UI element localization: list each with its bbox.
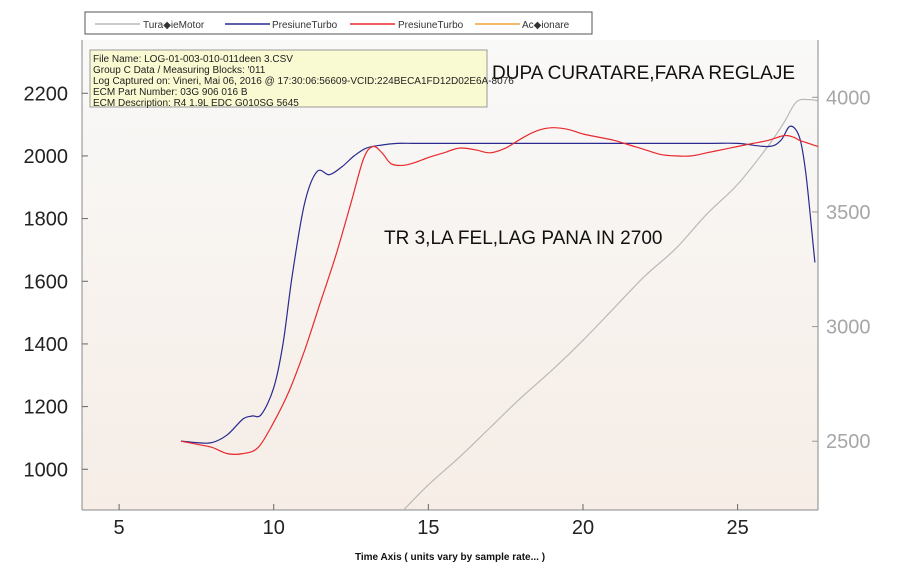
- info-line-group: Group C Data / Measuring Blocks: '011: [93, 65, 266, 76]
- series-line-presiune-turbo-red: [180, 127, 818, 455]
- legend-label-presiune-blue: PresiuneTurbo: [272, 20, 338, 31]
- right-tick-label: 4000: [826, 87, 871, 109]
- x-axis-label: Time Axis ( units vary by sample rate...…: [355, 552, 545, 563]
- left-tick-label: 1600: [24, 271, 69, 293]
- series-line-presiune-turbo-blue: [180, 125, 816, 444]
- left-tick-label: 2000: [24, 146, 69, 168]
- legend-box: [84, 11, 593, 35]
- info-line-file-name: File Name: LOG-01-003-010-011deen 3.CSV: [93, 54, 293, 65]
- legend: Tura◆ieMotor PresiuneTurbo PresiuneTurbo…: [84, 11, 593, 35]
- x-tick-label: 25: [726, 517, 748, 539]
- legend-label-actionare: Ac◆ionare: [522, 20, 570, 31]
- left-y-axis: 1000 1200 1400 1600 1800 2000 2200: [24, 83, 88, 481]
- legend-label-turatie: Tura◆ieMotor: [143, 20, 205, 31]
- x-tick-label: 5: [114, 517, 125, 539]
- left-tick-label: 2200: [24, 83, 69, 105]
- annotation-dupa-curatare: DUPA CURATARE,FARA REGLAJE: [492, 63, 795, 84]
- x-tick-label: 10: [263, 517, 285, 539]
- legend-label-presiune-red: PresiuneTurbo: [398, 20, 464, 31]
- left-tick-label: 1400: [24, 334, 69, 356]
- annotation-tr3-lag: TR 3,LA FEL,LAG PANA IN 2700: [384, 228, 662, 249]
- info-line-ecm-part: ECM Part Number: 03G 906 016 B: [93, 87, 248, 98]
- info-box: File Name: LOG-01-003-010-011deen 3.CSV …: [89, 49, 514, 109]
- x-axis: 5 10 15 20 25: [114, 504, 749, 539]
- info-box-background: [89, 49, 488, 108]
- x-tick-label: 20: [572, 517, 594, 539]
- left-tick-label: 1800: [24, 209, 69, 231]
- info-line-ecm-desc: ECM Description: R4 1.9L EDC G010SG 5645: [93, 98, 299, 109]
- plot-area: [82, 40, 818, 510]
- right-tick-label: 3500: [826, 202, 871, 224]
- info-line-captured: Log Captured on: Vineri, Mai 06, 2016 @ …: [93, 76, 514, 87]
- x-tick-label: 15: [417, 517, 439, 539]
- left-tick-label: 1000: [24, 459, 69, 481]
- right-tick-label: 2500: [826, 431, 871, 453]
- series-layer: [180, 98, 818, 510]
- right-tick-label: 3000: [826, 317, 871, 339]
- right-y-axis: 2500 3000 3500 4000: [812, 87, 871, 453]
- series-line-turatie-motor: [403, 98, 818, 510]
- left-tick-label: 1200: [24, 397, 69, 419]
